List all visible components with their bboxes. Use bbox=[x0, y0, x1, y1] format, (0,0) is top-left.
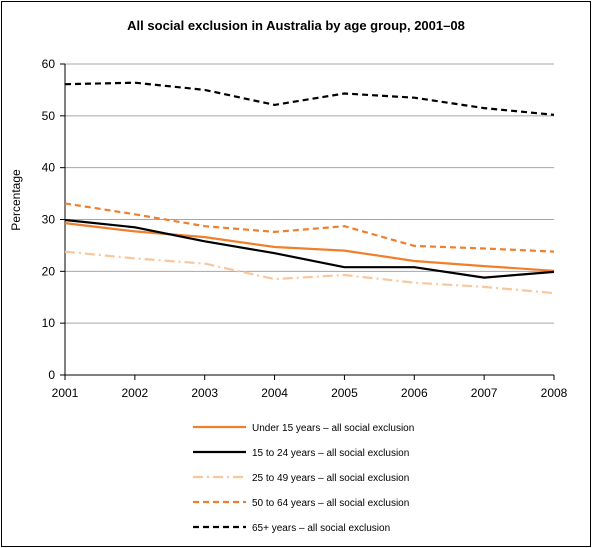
x-tick-label: 2008 bbox=[541, 386, 568, 400]
y-tick-label: 10 bbox=[42, 316, 56, 330]
y-tick-label: 40 bbox=[42, 161, 56, 175]
legend-label: 15 to 24 years – all social exclusion bbox=[252, 448, 409, 459]
y-axis-label: Percentage bbox=[9, 169, 23, 231]
y-tick-label: 30 bbox=[42, 213, 56, 227]
series-line bbox=[64, 202, 555, 253]
x-tick-label: 2007 bbox=[471, 386, 498, 400]
y-tick-label: 20 bbox=[42, 264, 56, 278]
y-tick-label: 0 bbox=[48, 368, 55, 382]
series-line bbox=[64, 218, 555, 279]
axes bbox=[60, 63, 555, 380]
legend-label: 25 to 49 years – all social exclusion bbox=[252, 473, 409, 484]
chart-title: All social exclusion in Australia by age… bbox=[127, 18, 465, 33]
series-lines bbox=[64, 81, 555, 295]
x-tick-label: 2005 bbox=[331, 386, 358, 400]
gridlines bbox=[65, 63, 554, 324]
x-tick-label: 2001 bbox=[52, 386, 79, 400]
legend: Under 15 years – all social exclusion 15 … bbox=[193, 423, 414, 534]
legend-label: 50 to 64 years – all social exclusion bbox=[252, 498, 409, 509]
series-line bbox=[64, 81, 555, 116]
x-tick-label: 2006 bbox=[401, 386, 428, 400]
y-tick-label: 50 bbox=[42, 109, 56, 123]
series-line bbox=[64, 250, 555, 295]
y-tick-label: 60 bbox=[42, 57, 56, 71]
y-tick-labels: 0 10 20 30 40 50 60 bbox=[42, 57, 56, 382]
legend-label: 65+ years – all social exclusion bbox=[252, 523, 390, 534]
x-tick-label: 2002 bbox=[122, 386, 149, 400]
x-tick-label: 2003 bbox=[191, 386, 218, 400]
legend-label: Under 15 years – all social exclusion bbox=[252, 423, 414, 434]
x-tick-labels: 2001 2002 2003 2004 2005 2006 2007 2008 bbox=[52, 386, 568, 400]
series-line bbox=[64, 222, 555, 272]
x-tick-label: 2004 bbox=[261, 386, 288, 400]
